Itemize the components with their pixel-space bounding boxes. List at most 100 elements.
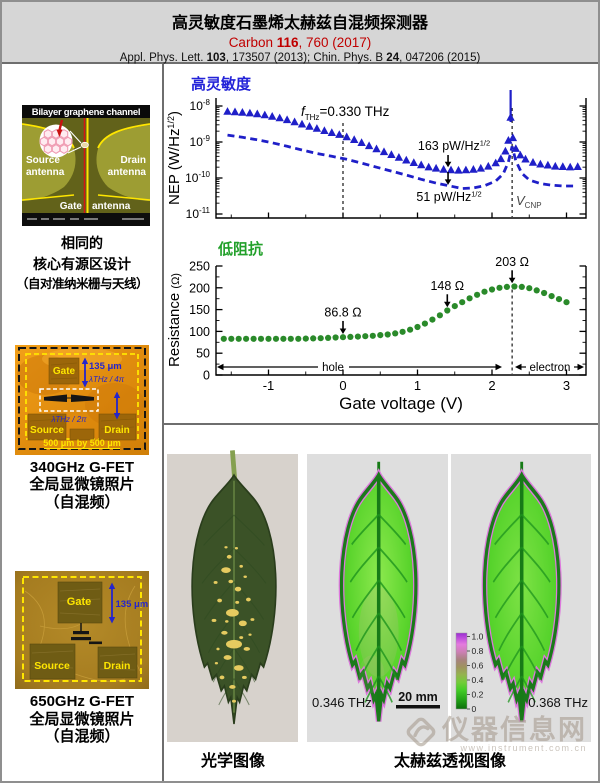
charts-panel: 10-8 10-9 10-10 10-11 高灵敏度 fTHz=0.330 THz 163 … <box>164 64 598 425</box>
svg-text:0.6: 0.6 <box>472 661 484 671</box>
thz-leaf-368 <box>485 461 559 721</box>
scalebar <box>396 705 440 709</box>
drain-label: Drain <box>104 425 130 436</box>
svg-text:-1: -1 <box>263 378 275 393</box>
svg-text:10-8: 10-8 <box>190 98 211 113</box>
optical-caption: 光学图像 <box>200 753 265 770</box>
watermark: 仪器信息网 www.instrument.com.cn <box>404 715 587 753</box>
svg-text:100: 100 <box>189 325 210 339</box>
yellow-spots <box>211 546 255 703</box>
lambda4-label: λTHz / 4π <box>88 375 125 384</box>
svg-text:1.0: 1.0 <box>472 632 484 642</box>
fet340-micrograph: Gate 135 μm λTHz / 4π λTHz / 2π Source <box>15 344 149 455</box>
fet340-block: Gate 135 μm λTHz / 4π λTHz / 2π Source <box>15 344 149 512</box>
gate-antenna-label: Gate <box>60 201 83 212</box>
gate-label: Gate <box>67 596 91 608</box>
svg-text:86.8 Ω: 86.8 Ω <box>324 305 361 319</box>
bilayer-graphene-label: Bilayer graphene channel <box>32 107 140 118</box>
svg-text:50: 50 <box>196 347 210 361</box>
dim-label: 135 μm <box>116 599 149 610</box>
colorbar <box>455 632 468 710</box>
svg-text:fTHz=0.330 THz: fTHz=0.330 THz <box>301 104 390 122</box>
svg-text:3: 3 <box>563 378 570 393</box>
scalebar-label: 20 mm <box>398 690 438 704</box>
svg-text:10-10: 10-10 <box>185 170 210 185</box>
svg-text:antenna: antenna <box>92 201 131 212</box>
device-schematic-image: Bilayer graphene channel Source antenna … <box>22 105 150 226</box>
nep-chart: 10-8 10-9 10-10 10-11 高灵敏度 fTHz=0.330 THz 163 … <box>166 75 587 221</box>
svg-text:163 pW/Hz1/2: 163 pW/Hz1/2 <box>418 139 490 154</box>
freq2-label: 0.368 THz <box>528 695 588 710</box>
svg-text:Resistance (Ω): Resistance (Ω) <box>166 273 183 367</box>
leaf-imaging-panel: 1.0 0.8 0.6 0.4 0.2 0 0.346 THz 20 mm 0.368 T… <box>164 425 598 781</box>
gate-label: Gate <box>53 366 76 377</box>
nep-triangle-series <box>223 107 582 174</box>
svg-text:0: 0 <box>339 378 346 393</box>
source-label: Source <box>30 425 64 436</box>
drain-antenna-label: Drain <box>120 155 146 166</box>
svg-text:0.8: 0.8 <box>472 646 484 656</box>
dashed-border <box>22 576 142 682</box>
svg-text:10-9: 10-9 <box>190 134 211 149</box>
header: 高灵敏度石墨烯太赫兹自混频探测器 Carbon 116, 760 (2017) … <box>2 2 598 64</box>
svg-text:高灵敏度: 高灵敏度 <box>191 75 252 93</box>
watermark-logo-icon <box>406 717 436 747</box>
fet340-caption: 340GHz G-FET 全局显微镜照片 （自混频） <box>29 458 135 511</box>
source-antenna-label: Source <box>26 155 60 166</box>
svg-text:hole: hole <box>322 362 344 374</box>
fet650-micrograph: Gate 135 μm Source Drain <box>15 571 149 689</box>
graphene-lattice <box>39 129 73 154</box>
ref1-journal: Carbon <box>228 35 277 50</box>
svg-text:Gate voltage (V): Gate voltage (V) <box>339 394 463 413</box>
reference-main: Carbon 116, 760 (2017) <box>2 35 598 50</box>
left-column: Bilayer graphene channel Source antenna … <box>2 64 164 781</box>
lambda2-label: λTHz / 2π <box>50 415 87 424</box>
svg-text:低阻抗: 低阻抗 <box>217 240 263 258</box>
ref1-volume: 116 <box>276 35 299 50</box>
svg-text:250: 250 <box>189 260 210 274</box>
drain-label: Drain <box>104 660 131 672</box>
reference-secondary: Appl. Phys. Lett. 103, 173507 (2013); Ch… <box>119 52 481 64</box>
size-label: 500 μm by 500 μm <box>43 438 121 448</box>
nep-dashed-series <box>227 133 574 190</box>
thz-caption: 太赫兹透视图像 <box>393 753 506 770</box>
leaf-images: 1.0 0.8 0.6 0.4 0.2 0 0.346 THz 20 mm 0.368 T… <box>167 450 591 742</box>
svg-text:2: 2 <box>488 378 495 393</box>
sem-info-bar <box>27 218 144 220</box>
optical-leaf <box>191 450 277 725</box>
red-arrow <box>58 119 64 131</box>
svg-text:0.2: 0.2 <box>472 690 484 700</box>
dim-label: 135 μm <box>89 361 122 372</box>
ref1-pages: , 760 (2017) <box>298 35 372 50</box>
colorbar-ticks: 1.0 0.8 0.6 0.4 0.2 0 <box>467 632 484 714</box>
freq1-label: 0.346 THz <box>312 695 372 710</box>
svg-text:NEP (W/Hz1/2): NEP (W/Hz1/2) <box>166 111 183 205</box>
svg-text:200: 200 <box>189 281 210 295</box>
svg-text:10-11: 10-11 <box>186 206 211 221</box>
design-note: 相同的 核心有源区设计 （自对准纳米栅与天线） <box>15 235 149 291</box>
thz-leaf-346 <box>342 461 416 721</box>
watermark-site-name: 仪器信息网 <box>442 715 587 745</box>
source-label: Source <box>34 660 70 672</box>
resistance-chart: 0 50 100 150 200 250 -1 0 1 2 3 低阻抗 86.8 Ω 148 Ω 203 Ω… <box>166 240 587 413</box>
svg-text:1: 1 <box>414 378 421 393</box>
svg-text:0.4: 0.4 <box>472 675 484 685</box>
svg-text:150: 150 <box>189 303 210 317</box>
channel-dashed-box <box>39 387 99 412</box>
fet650-block: Gate 135 μm Source Drain 650GHz G-FET 全局… <box>15 571 149 746</box>
svg-text:0: 0 <box>472 704 477 714</box>
svg-text:electron: electron <box>530 362 571 374</box>
fet650-caption: 650GHz G-FET 全局显微镜照片 （自混频） <box>29 693 135 745</box>
page-title: 高灵敏度石墨烯太赫兹自混频探测器 <box>171 15 428 32</box>
metal-pads <box>29 581 138 680</box>
svg-text:0: 0 <box>203 369 210 383</box>
svg-text:148 Ω: 148 Ω <box>430 279 464 293</box>
svg-text:203 Ω: 203 Ω <box>495 255 529 269</box>
svg-text:51 pW/Hz1/2: 51 pW/Hz1/2 <box>416 190 481 205</box>
svg-text:VCNP: VCNP <box>516 193 542 210</box>
watermark-url: www.instrument.com.cn <box>460 743 587 753</box>
svg-text:antenna: antenna <box>26 167 65 178</box>
svg-text:antenna: antenna <box>108 167 147 178</box>
